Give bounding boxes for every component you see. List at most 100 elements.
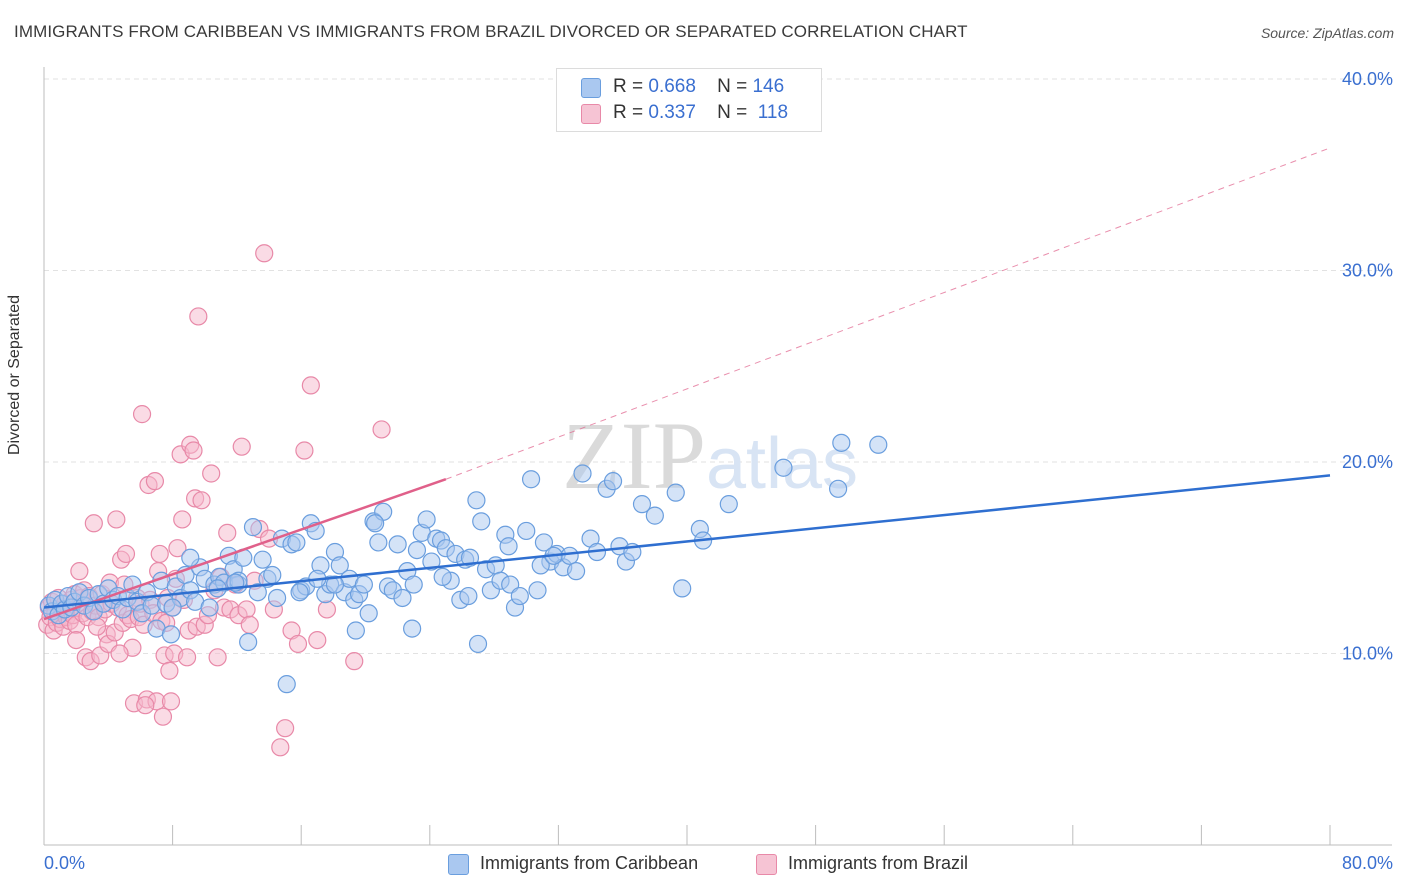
series-brazil-points (38, 244, 391, 757)
legend-r-value: 0.337 (648, 102, 696, 123)
legend-r-label: R = (613, 102, 644, 123)
caribbean-point (534, 533, 554, 552)
caribbean-point (388, 535, 407, 554)
brazil-point (218, 523, 237, 542)
brazil-point (295, 441, 314, 460)
chart-title: IMMIGRANTS FROM CARIBBEAN VS IMMIGRANTS … (14, 22, 968, 41)
legend-n-label: N = (717, 76, 748, 97)
y-axis-label: Divorced or Separated (6, 294, 23, 455)
brazil-point (232, 437, 251, 456)
brazil-point (184, 441, 203, 460)
legend-r-label: R = (613, 76, 644, 97)
x-tick-label-min: 0.0% (44, 853, 85, 873)
caribbean-point (719, 495, 738, 514)
brazil-point (177, 648, 197, 667)
caribbean-point (774, 458, 793, 477)
legend-swatch-caribbean (581, 78, 601, 98)
legend-n-value: 118 (757, 102, 789, 123)
brazil-point (308, 630, 327, 650)
brazil-point (153, 707, 173, 726)
brazil-trend-extension (445, 147, 1331, 480)
caribbean-point (404, 575, 423, 594)
brazil-point (132, 405, 152, 424)
source-label: Source: ZipAtlas.com (1260, 25, 1394, 41)
brazil-point (116, 544, 136, 564)
brazil-point (161, 692, 181, 711)
caribbean-point (325, 575, 345, 594)
brazil-point (145, 472, 165, 491)
watermark-zipatlas: ZIPatlas (562, 402, 858, 509)
caribbean-point (510, 586, 529, 606)
bottom-legend-label-caribbean: Immigrants from Caribbean (480, 853, 699, 873)
correlation-legend: R = 0.668 N = 146 R = 0.337 N = 118 (556, 68, 822, 132)
caribbean-point (277, 675, 296, 694)
brazil-point (345, 652, 364, 671)
y-tick-label: 10.0% (1342, 644, 1393, 664)
caribbean-trend-line (43, 474, 1331, 609)
caribbean-point (290, 583, 309, 602)
brazil-point (160, 661, 179, 680)
legend-r-value: 0.668 (648, 76, 696, 97)
caribbean-point (403, 619, 422, 638)
brazil-point (70, 562, 89, 581)
caribbean-point (472, 512, 491, 531)
caribbean-point (499, 537, 518, 556)
brazil-point (110, 644, 129, 663)
caribbean-point (263, 565, 282, 585)
caribbean-point (161, 625, 181, 644)
brazil-point (240, 615, 259, 634)
axes (43, 67, 1392, 846)
brazil-point (84, 514, 103, 533)
brazil-point (288, 634, 308, 654)
bottom-legend-label-brazil: Immigrants from Brazil (788, 853, 969, 873)
brazil-point (136, 696, 155, 715)
brazil-point (168, 539, 187, 558)
brazil-point (317, 600, 337, 619)
legend-text-caribbean: R = 0.668 N = 146 (613, 76, 784, 98)
tick-labels: 10.0% 20.0% 30.0% 40.0% 0.0% 80.0% (44, 69, 1393, 873)
brazil-point (173, 510, 192, 529)
legend-n-value: 146 (752, 76, 785, 97)
caribbean-point (832, 433, 851, 452)
caribbean-point (645, 506, 664, 525)
caribbean-point (253, 550, 272, 569)
caribbean-point (369, 533, 388, 552)
caribbean-point (354, 575, 373, 594)
brazil-point (107, 510, 126, 529)
caribbean-point (603, 472, 623, 491)
caribbean-point (459, 586, 478, 606)
trend-lines (43, 147, 1331, 621)
caribbean-point (366, 514, 385, 533)
brazil-trend-line (43, 478, 447, 621)
caribbean-point (521, 470, 541, 489)
caribbean-point (467, 491, 486, 510)
y-tick-label: 40.0% (1342, 69, 1393, 89)
legend-swatch-brazil (581, 104, 601, 124)
caribbean-point (163, 598, 182, 617)
brazil-point (301, 376, 320, 395)
legend-n-label: N = (717, 102, 748, 123)
grid-lines (44, 78, 1392, 654)
bottom-legend-swatch-brazil (756, 854, 777, 875)
caribbean-point (528, 581, 547, 600)
caribbean-point (460, 548, 480, 567)
caribbean-point (566, 562, 586, 581)
legend-text-brazil: R = 0.337 N = 118 (613, 102, 788, 124)
brazil-point (67, 630, 86, 650)
caribbean-point (407, 540, 427, 560)
caribbean-point (573, 464, 592, 483)
caribbean-point (393, 588, 412, 608)
caribbean-point (346, 621, 365, 640)
brazil-point (87, 617, 107, 636)
caribbean-point (359, 604, 378, 623)
brazil-point (271, 738, 290, 757)
brazil-point (208, 648, 227, 667)
caribbean-point (287, 533, 306, 552)
caribbean-point (632, 495, 652, 514)
x-tick-label-max: 80.0% (1342, 853, 1393, 873)
caribbean-point (181, 548, 200, 567)
caribbean-point (422, 552, 441, 571)
caribbean-point (468, 634, 488, 654)
brazil-point (255, 244, 274, 263)
